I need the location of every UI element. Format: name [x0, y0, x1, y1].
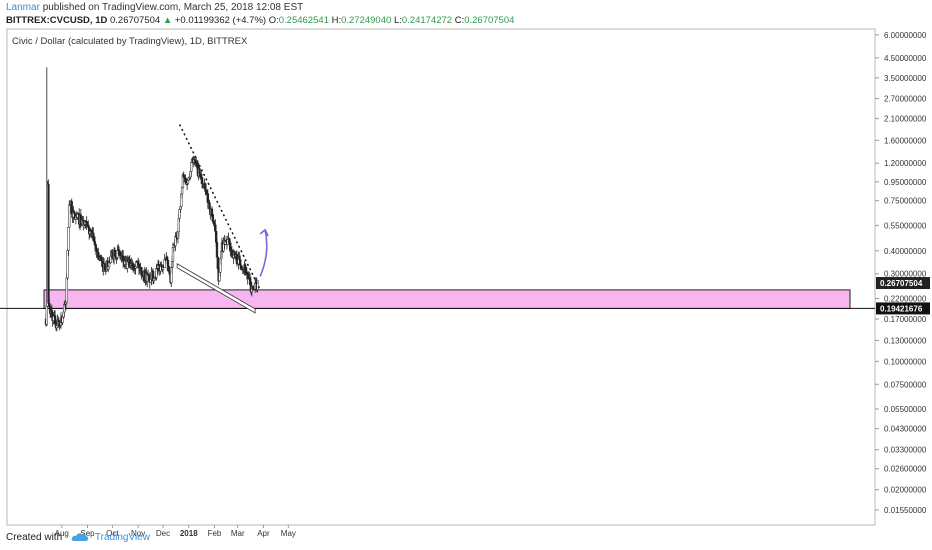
projection-arrow-line	[259, 229, 268, 277]
symbol-label: BITTREX:CVCUSD, 1D	[6, 15, 108, 26]
y-tick-label: 0.30000000	[884, 270, 927, 279]
candle-body	[113, 249, 117, 257]
candle-body	[256, 280, 259, 291]
candle-body	[200, 173, 203, 178]
x-tick-label: May	[281, 529, 296, 538]
y-tick-label: 2.70000000	[884, 95, 927, 104]
y-tick-label: 0.04300000	[884, 425, 927, 434]
tradingview-cloud-icon	[71, 533, 89, 542]
x-tick-label: Nov	[131, 529, 145, 538]
price-marker-box	[876, 302, 930, 315]
high-label: H:	[331, 15, 342, 26]
close-value: 0.26707504	[464, 15, 515, 26]
chart-title: Civic / Dollar (calculated by TradingVie…	[12, 36, 248, 47]
falling-channel-shape	[176, 263, 256, 314]
published-text: published on TradingView.com, March 25, …	[42, 2, 304, 13]
candle-body	[210, 208, 214, 215]
candle-body	[215, 241, 219, 258]
created-with-text: Created with	[6, 532, 63, 543]
high-value: 0.27249040	[341, 15, 392, 26]
low-value: 0.24174272	[401, 15, 453, 26]
projection-arrowhead	[259, 228, 269, 237]
price-marker-label: 0.19421676	[880, 304, 923, 313]
y-tick-label: 0.05500000	[884, 405, 927, 414]
y-tick-label: 0.55000000	[884, 221, 927, 230]
x-tick-label: Feb	[208, 529, 222, 538]
y-tick-label: 0.02000000	[884, 486, 927, 495]
y-tick-label: 4.50000000	[884, 54, 927, 63]
support-zone-box	[43, 289, 851, 310]
y-tick-label: 1.60000000	[884, 136, 927, 145]
last-price: 0.26707504	[109, 15, 161, 26]
ohlc-header: BITTREX:CVCUSD, 1D 0.26707504 ▲ +0.01199…	[6, 15, 514, 26]
candle-body	[45, 305, 48, 326]
chart-pane-border	[6, 28, 876, 526]
candle-body	[65, 277, 68, 303]
price-marker-box	[876, 277, 930, 290]
price-change: +0.01199362 (+4.7%)	[174, 15, 267, 26]
y-tick-label: 0.01550000	[884, 506, 927, 515]
x-tick-label: Apr	[257, 529, 270, 538]
x-tick-label: Aug	[55, 529, 69, 538]
candle-body	[239, 259, 242, 266]
tradingview-brand-link[interactable]: TradingView	[94, 532, 150, 543]
drawings-layer	[176, 124, 269, 314]
x-tick-label: Dec	[156, 529, 170, 538]
candle-body	[152, 278, 156, 281]
candle-body	[216, 256, 219, 269]
author-link[interactable]: Lanmar	[6, 2, 40, 13]
candle-body	[47, 183, 50, 304]
open-value: 0.25462541	[278, 15, 329, 26]
y-tick-label: 0.02600000	[884, 465, 927, 474]
close-label: C:	[454, 15, 465, 26]
y-tick-label: 0.13000000	[884, 336, 927, 345]
price-marker-label: 0.26707504	[880, 279, 923, 288]
y-tick-label: 1.20000000	[884, 159, 927, 168]
low-label: L:	[393, 15, 402, 26]
up-triangle-icon: ▲	[162, 15, 173, 26]
axes-layer: 6.00000000 4.50000000 3.50000000 2.70000000…	[55, 31, 930, 538]
y-tick-label: 0.03300000	[884, 446, 927, 455]
candles-layer	[44, 67, 259, 332]
candle-body	[190, 162, 193, 172]
x-tick-label: Oct	[106, 529, 119, 538]
y-tick-label: 0.17000000	[884, 315, 927, 324]
y-tick-label: 0.40000000	[884, 247, 927, 256]
y-tick-label: 0.22000000	[884, 294, 927, 303]
support-zone-layer	[0, 289, 875, 310]
y-tick-label: 0.07500000	[884, 380, 927, 389]
y-tick-label: 0.10000000	[884, 357, 927, 366]
y-tick-label: 6.00000000	[884, 31, 927, 40]
candle-body	[166, 256, 169, 261]
candle-body	[68, 204, 71, 228]
candle-body	[67, 227, 70, 251]
y-tick-label: 3.50000000	[884, 74, 927, 83]
open-label: O:	[268, 15, 279, 26]
descending-trendline	[178, 124, 261, 291]
y-tick-label: 2.10000000	[884, 115, 927, 124]
x-tick-label: Sep	[80, 529, 95, 538]
x-tick-label: Mar	[231, 529, 245, 538]
publish-info: Lanmar published on TradingView.com, Mar…	[6, 2, 303, 13]
y-tick-label: 0.75000000	[884, 197, 927, 206]
footer: Created with TradingView	[6, 532, 150, 543]
y-tick-label: 0.95000000	[884, 178, 927, 187]
x-tick-label: 2018	[180, 529, 198, 538]
